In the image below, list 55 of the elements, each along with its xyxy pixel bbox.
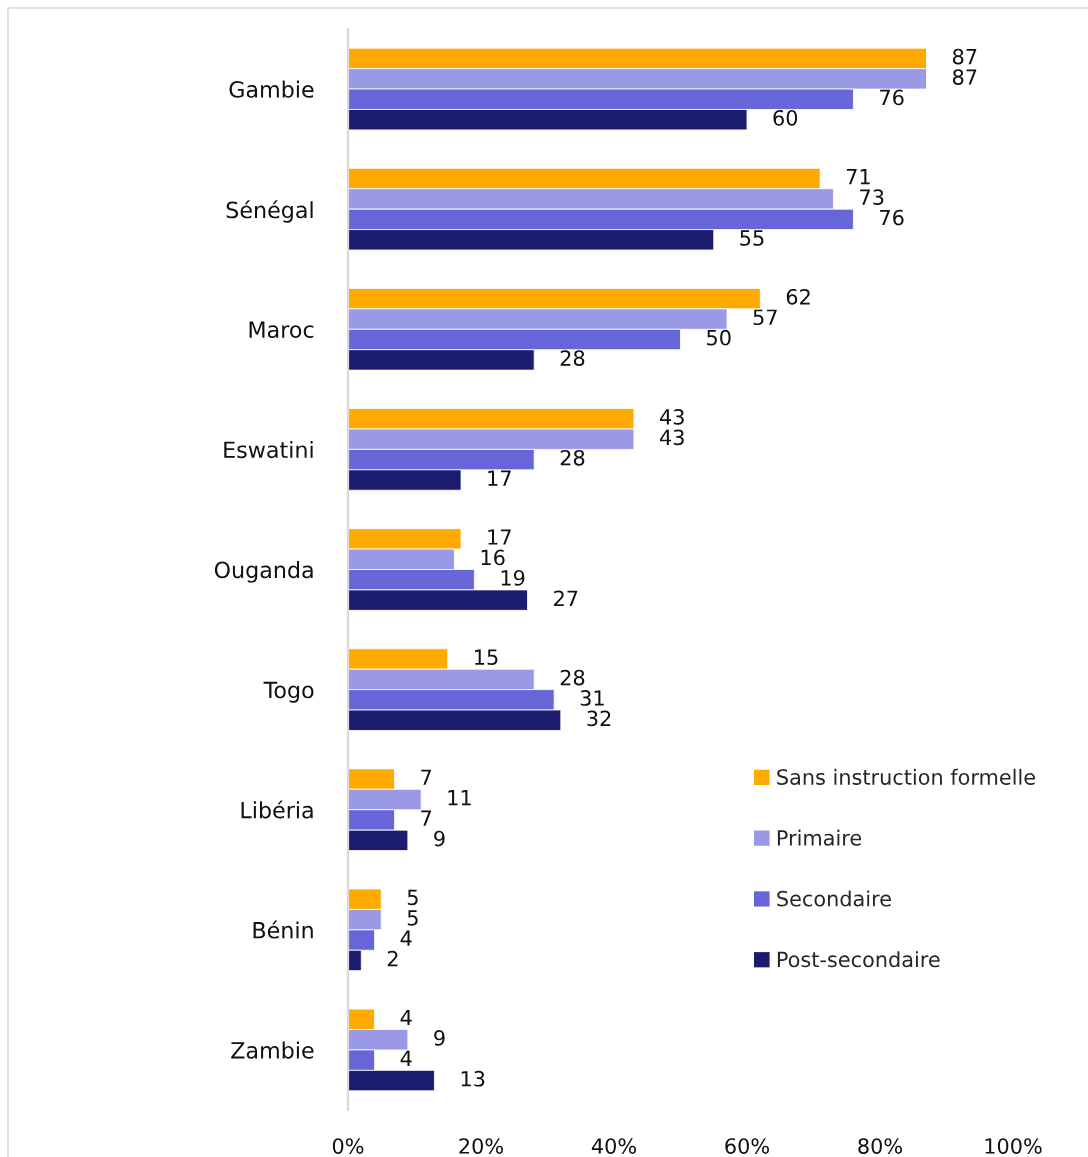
data-label: 5	[407, 889, 418, 906]
legend-label: Primaire	[777, 829, 862, 846]
data-label: 62	[786, 288, 810, 305]
y-tick-label: Eswatini	[224, 440, 313, 459]
data-label: 11	[448, 790, 471, 806]
data-label: 9	[434, 830, 445, 847]
data-label: 76	[880, 209, 904, 226]
data-label: 50	[707, 329, 731, 346]
data-label: 28	[560, 350, 585, 366]
data-label: 17	[488, 529, 511, 545]
data-label: 4	[400, 930, 412, 946]
data-label: 32	[587, 710, 611, 727]
data-label: 13	[461, 1070, 485, 1087]
y-tick-label: Maroc	[249, 321, 314, 339]
legend-label: Sans instruction formelle	[777, 768, 1035, 785]
data-label: 31	[580, 690, 604, 706]
data-label: 71	[846, 169, 870, 185]
data-label: 60	[773, 109, 798, 126]
data-label: 17	[488, 470, 511, 486]
y-tick-label: Sénégal	[226, 200, 313, 223]
data-label: 57	[753, 309, 777, 326]
data-label: 28	[560, 449, 585, 466]
y-tick-label: Togo	[263, 681, 314, 703]
x-tick-label: 20%	[459, 1138, 503, 1154]
data-label: 87	[952, 48, 977, 65]
data-label: 16	[481, 549, 505, 566]
y-tick-label: Ouganda	[214, 561, 313, 583]
y-tick-label: Zambie	[231, 1041, 314, 1059]
data-label: 4	[400, 1009, 412, 1026]
data-label: 55	[740, 230, 764, 246]
data-label: 87	[952, 69, 977, 85]
x-tick-label: 100%	[985, 1138, 1042, 1154]
data-label: 27	[554, 590, 578, 606]
data-label: 7	[421, 769, 432, 785]
data-label: 2	[387, 950, 398, 967]
data-label: 9	[434, 1030, 445, 1046]
data-label: 15	[475, 649, 498, 666]
legend-label: Post-secondaire	[777, 951, 940, 968]
data-label: 5	[407, 910, 418, 926]
y-tick-label: Libéria	[241, 800, 313, 819]
y-tick-label: Gambie	[229, 80, 314, 98]
data-label: 73	[860, 189, 884, 205]
data-label: 43	[659, 409, 684, 425]
data-label: 19	[501, 570, 525, 586]
x-tick-label: 0%	[332, 1138, 364, 1154]
data-label: 76	[880, 89, 904, 106]
legend-label: Secondaire	[777, 890, 891, 907]
data-label: 7	[421, 810, 432, 826]
data-label: 43	[659, 429, 684, 446]
x-tick-label: 40%	[591, 1138, 636, 1154]
x-tick-label: 80%	[858, 1138, 902, 1154]
data-label: 28	[560, 669, 585, 686]
x-tick-label: 60%	[725, 1138, 769, 1154]
data-label: 4	[400, 1050, 412, 1066]
y-tick-label: Bénin	[253, 920, 313, 939]
